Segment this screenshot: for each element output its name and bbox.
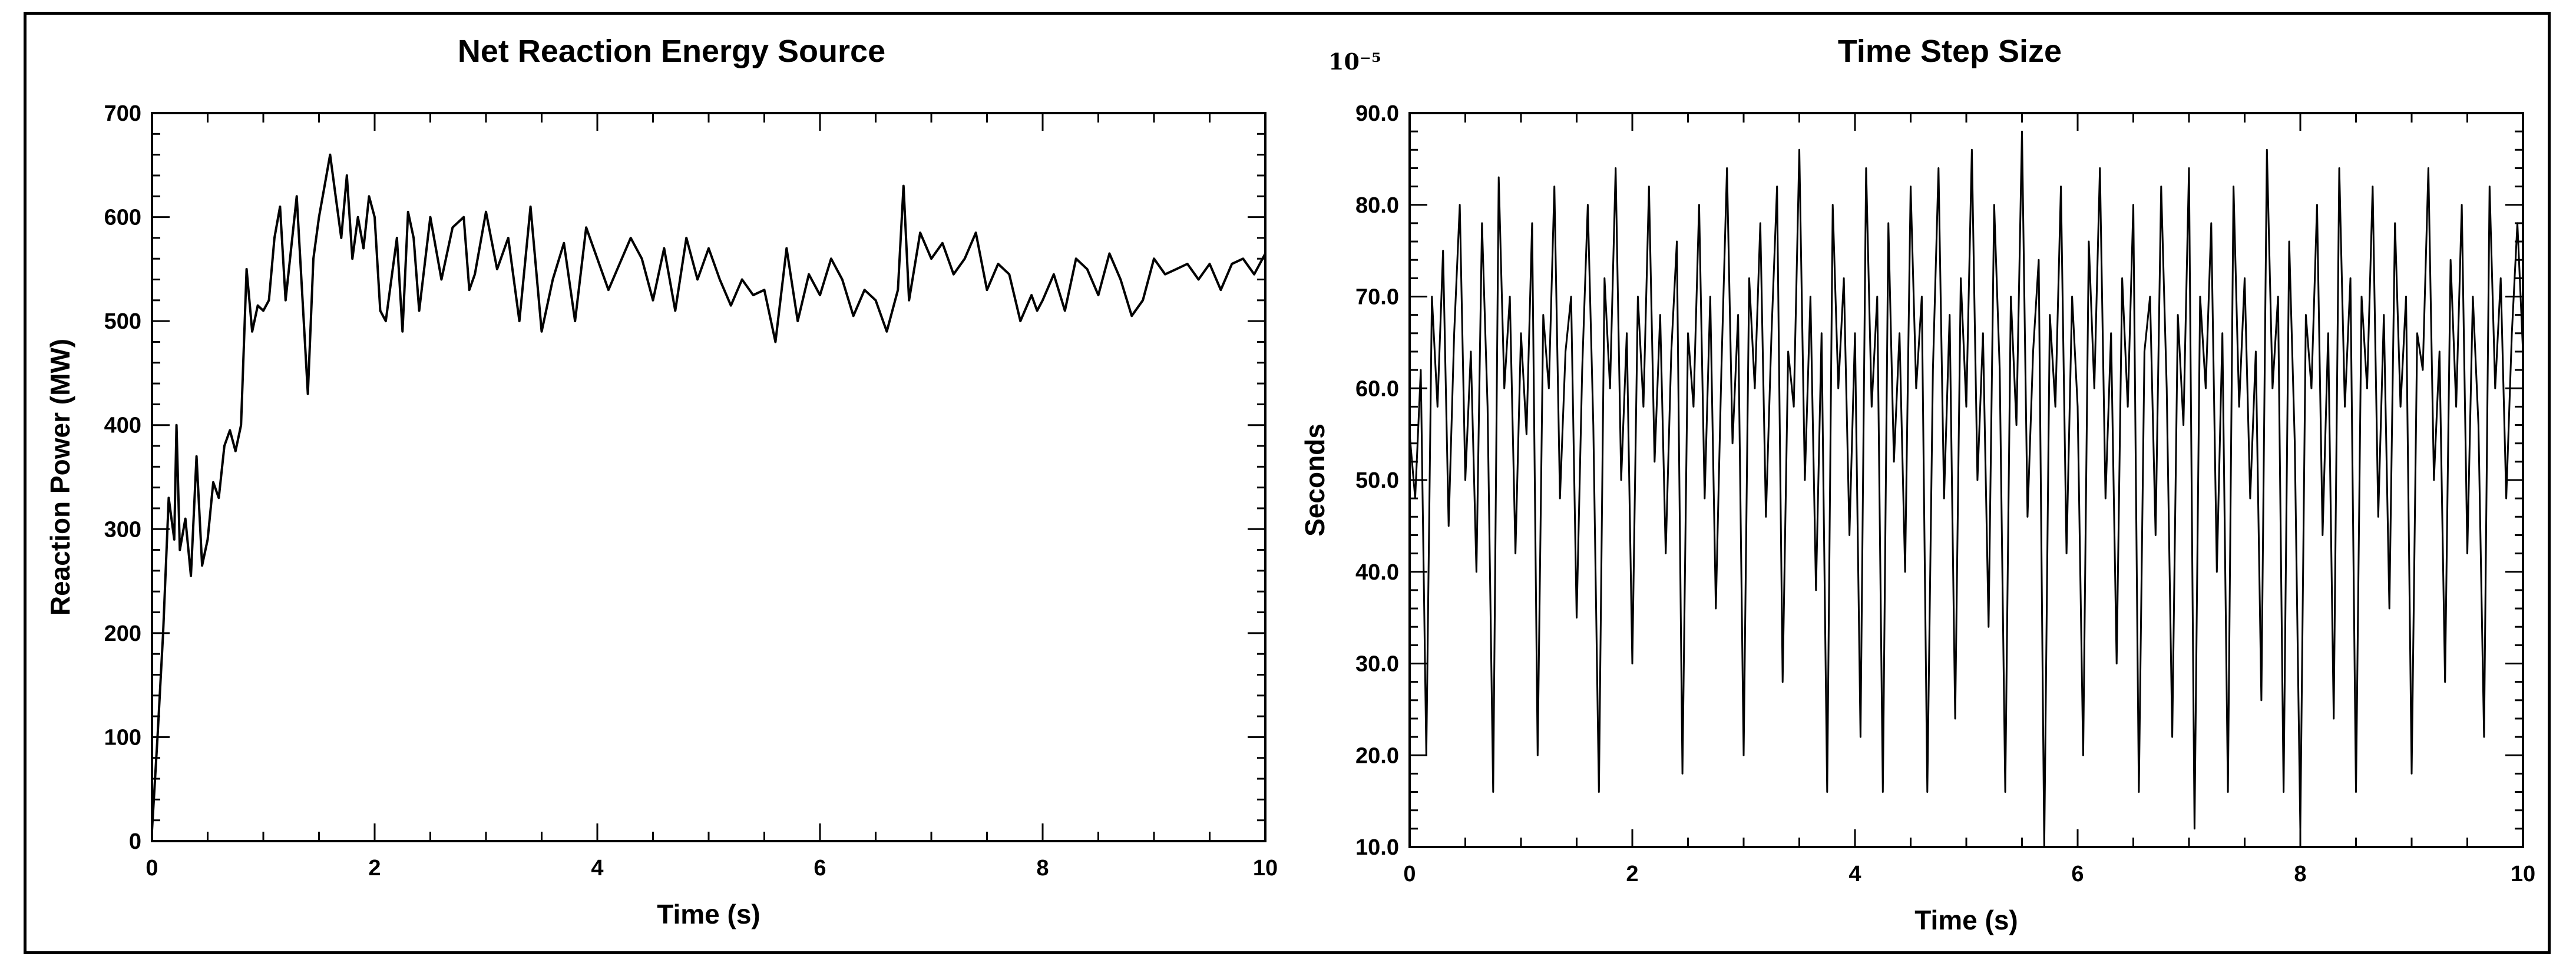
- timestep-x-tick-label: 4: [1848, 862, 1861, 886]
- timestep-y-tick-label: 60.0: [1355, 376, 1399, 401]
- timestep-y-tick-label: 90.0: [1355, 101, 1399, 126]
- reaction-x-tick-label: 8: [1036, 856, 1049, 881]
- reaction-y-tick-label: 0: [129, 829, 141, 854]
- timestep-x-axis-label: Time (s): [1914, 905, 2018, 935]
- reaction-chart-title: Net Reaction Energy Source: [458, 34, 885, 69]
- timestep-y-tick-label: 70.0: [1355, 285, 1399, 310]
- timestep-series-line: [1408, 130, 2524, 848]
- reaction-y-tick-label: 400: [104, 413, 141, 438]
- figure-frame: [24, 12, 2551, 954]
- reaction-y-tick-label: 300: [104, 517, 141, 542]
- reaction-x-axis-label: Time (s): [657, 899, 760, 929]
- timestep-x-tick-label: 8: [2294, 862, 2306, 886]
- timestep-y-tick-label: 20.0: [1355, 743, 1399, 768]
- timestep-y-tick-label: 10.0: [1355, 835, 1399, 860]
- reaction-x-tick-label: 2: [368, 856, 381, 881]
- timestep-y-tick-label: 30.0: [1355, 652, 1399, 677]
- timestep-y-axis-label: Seconds: [1299, 424, 1330, 537]
- reaction-y-axis-label: Reaction Power (MW): [45, 339, 75, 616]
- timestep-x-tick-label: 0: [1403, 862, 1416, 886]
- reaction-x-tick-label: 6: [814, 856, 826, 881]
- reaction-series-line: [151, 153, 1266, 831]
- reaction-x-tick-label: 10: [1253, 856, 1278, 881]
- reaction-y-tick-label: 700: [104, 101, 141, 126]
- timestep-chart-title: Time Step Size: [1838, 34, 2062, 69]
- reaction-x-tick-label: 4: [591, 856, 603, 881]
- timestep-x-tick-label: 2: [1626, 862, 1638, 886]
- reaction-x-tick-label: 0: [146, 856, 158, 881]
- timestep-x-tick-label: 10: [2511, 862, 2535, 886]
- reaction-y-tick-label: 100: [104, 725, 141, 750]
- timestep-y-tick-label: 50.0: [1355, 468, 1399, 493]
- timestep-scale-label: 10⁻⁵: [1328, 48, 1381, 75]
- timestep-y-tick-label: 80.0: [1355, 193, 1399, 218]
- timestep-x-tick-label: 6: [2071, 862, 2084, 886]
- reaction-y-tick-label: 200: [104, 621, 141, 646]
- reaction-y-tick-label: 500: [104, 309, 141, 334]
- reaction-y-tick-label: 600: [104, 206, 141, 230]
- timestep-y-tick-label: 40.0: [1355, 560, 1399, 585]
